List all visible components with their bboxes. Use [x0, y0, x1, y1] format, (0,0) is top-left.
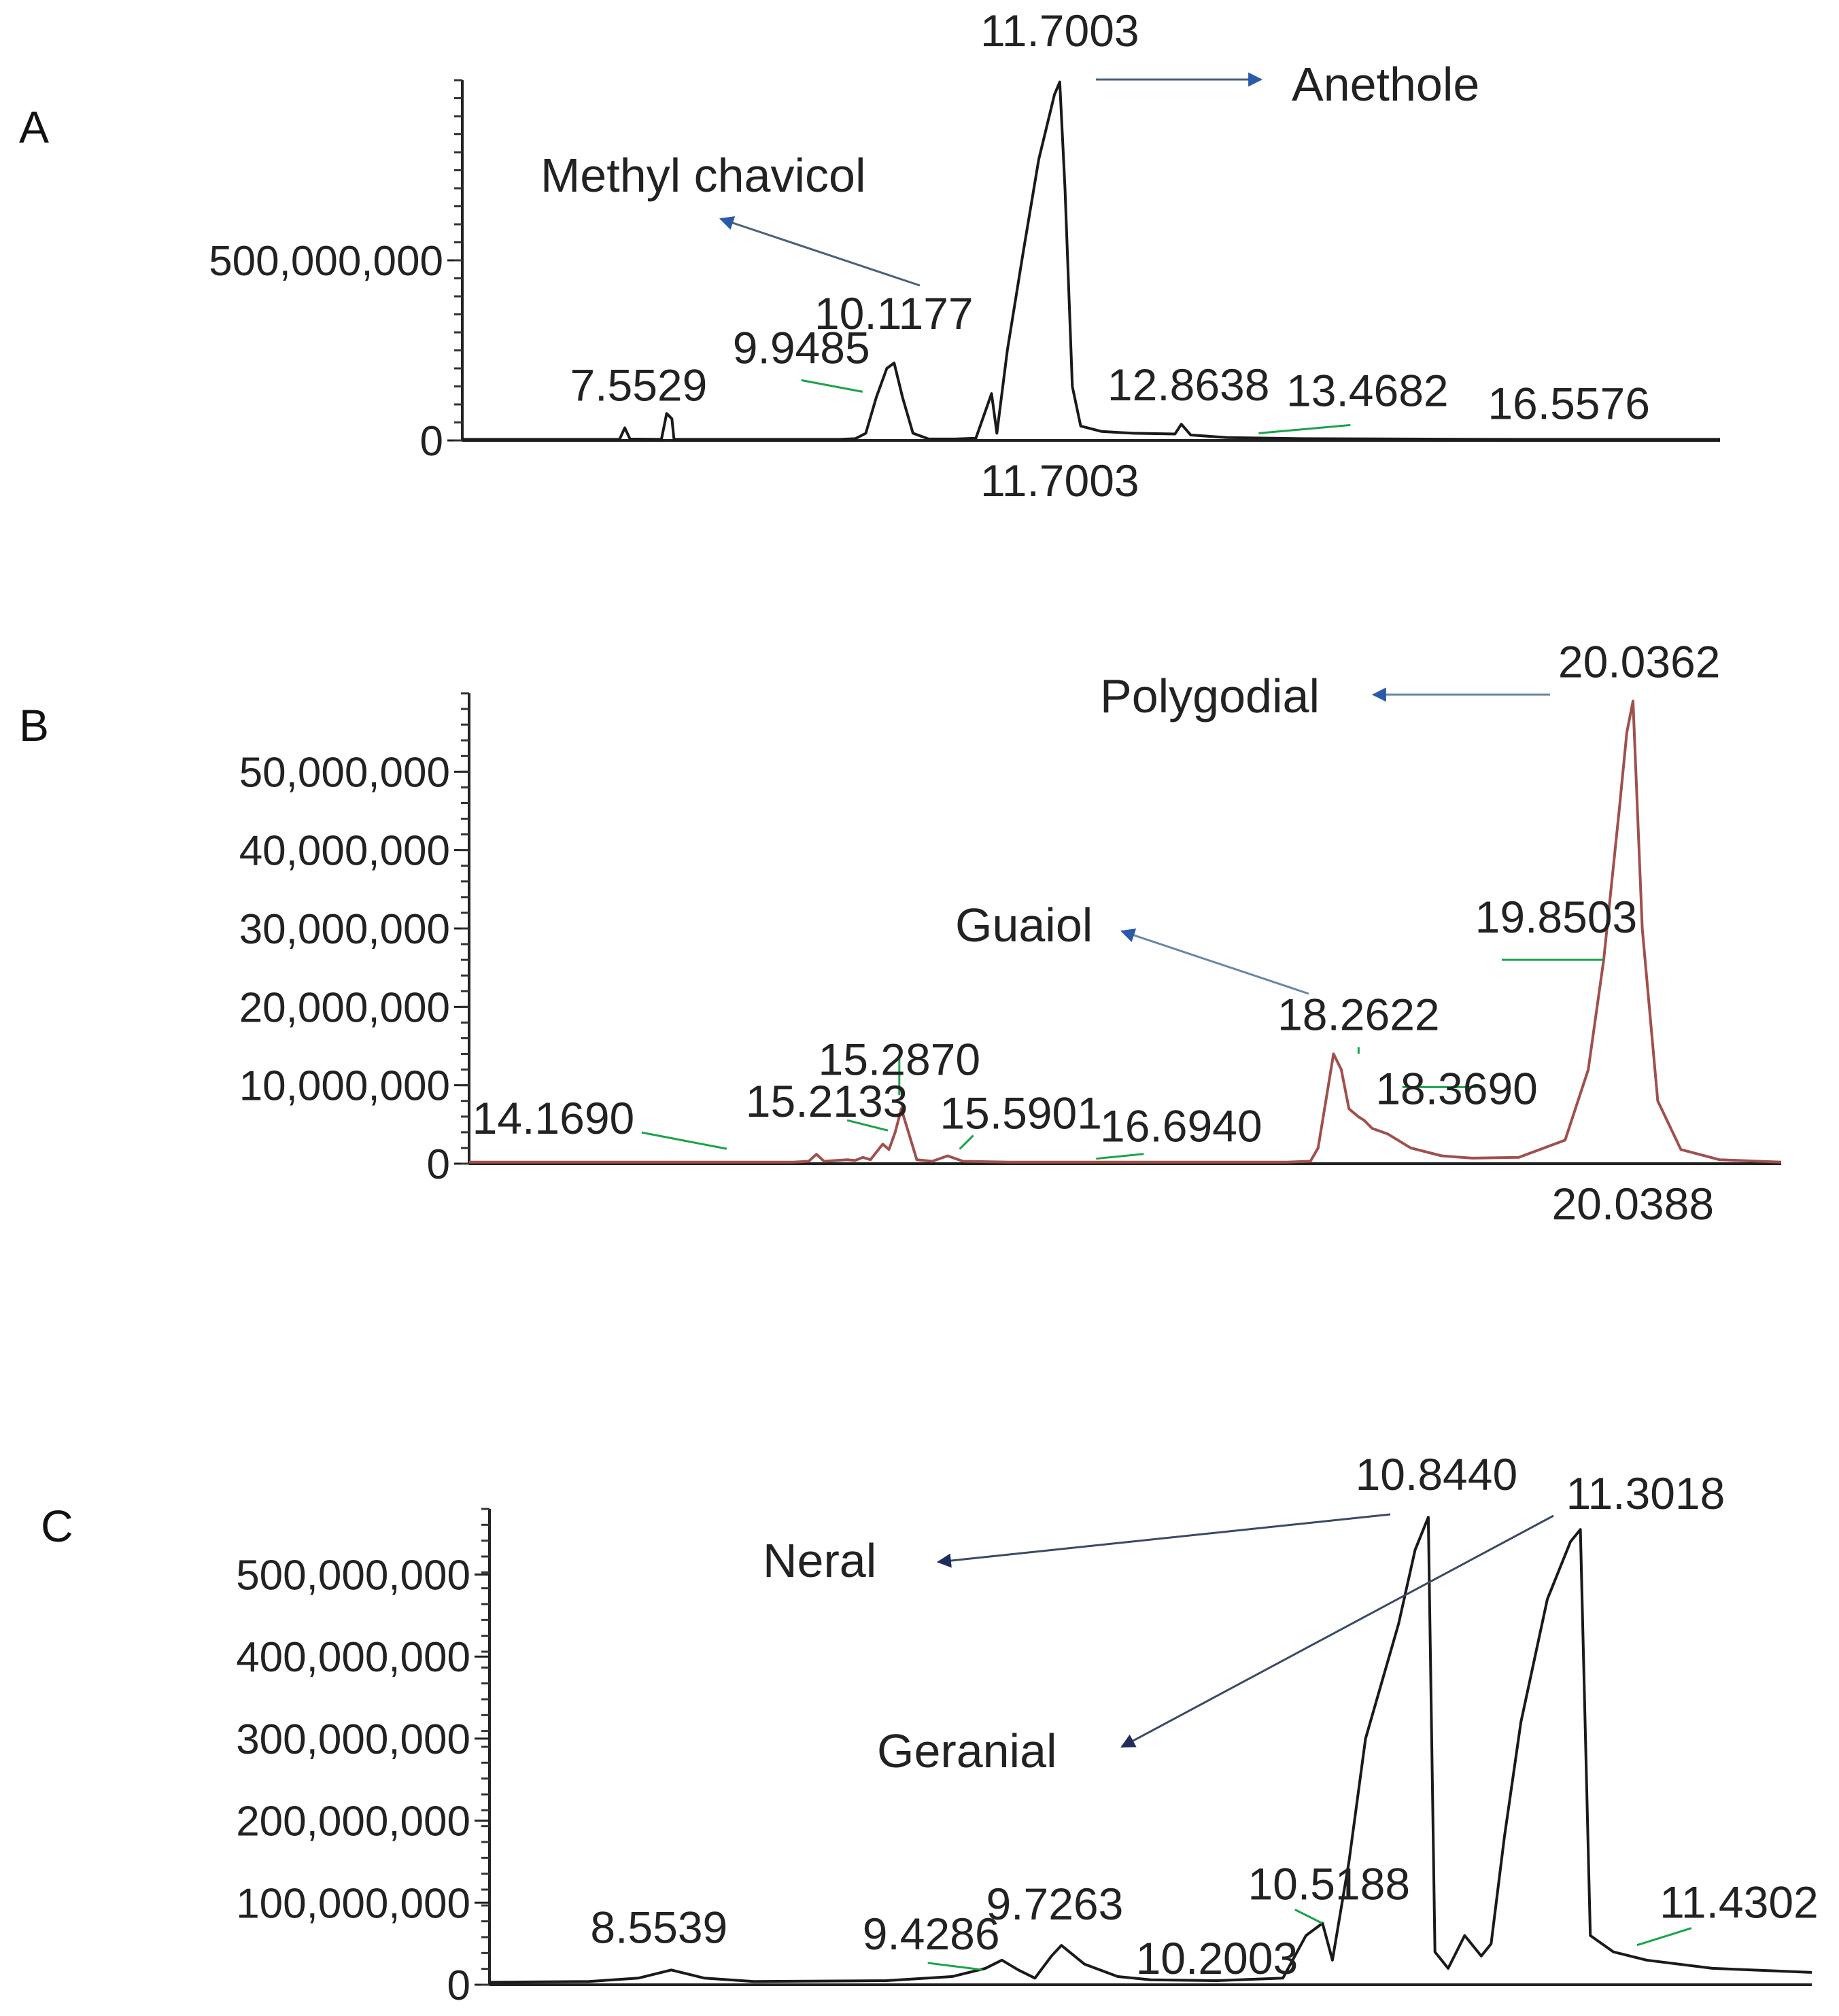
panel-c-y-tick-label: 500,000,000: [236, 1552, 470, 1599]
peak-label: 15.2133: [746, 1076, 908, 1126]
peak-label: 12.8638: [1107, 360, 1270, 410]
panel-b-peak-labels: 20.0362 19.8503 18.2622 18.3690 15.287015.21…: [472, 637, 1721, 1229]
peak-leader-line: [846, 1119, 889, 1132]
panel-b-axes: [461, 692, 1781, 1165]
panel-c-y-tick-label: 0: [447, 1962, 470, 2009]
peak-label: 14.1690: [472, 1093, 635, 1143]
peak-label: 18.2622: [1277, 990, 1440, 1040]
peak-label: 19.8503: [1475, 892, 1638, 942]
peak-label: 15.5901: [940, 1088, 1102, 1138]
peak-label: 11.3018: [1566, 1468, 1725, 1518]
peak-label: 10.1177: [814, 288, 974, 338]
peak-leader-line: [801, 379, 863, 393]
peak-leader-line: [1294, 1909, 1323, 1924]
peak-label: 15.2870: [819, 1034, 981, 1084]
peak-label: 20.0362: [1558, 637, 1721, 687]
panel-b-y-tick-label: 40,000,000: [239, 828, 450, 875]
peak-label: 18.3690: [1375, 1063, 1538, 1113]
peak-leader-line: [959, 1134, 974, 1150]
peak-leader-line: [927, 1962, 982, 1971]
panel-a-trace: [462, 80, 1720, 441]
peak-leader-line: [641, 1131, 727, 1150]
peak-label: 13.4682: [1286, 365, 1449, 415]
peak-label: 10.5188: [1248, 1858, 1410, 1909]
panel-b-trace: [469, 699, 1782, 1164]
panel-c-y-tick-label: 400,000,000: [236, 1634, 470, 1681]
peak-leader-line: [1636, 1927, 1692, 1947]
panel-c-y-tick-label: 200,000,000: [236, 1798, 470, 1845]
polygodial-label: Polygodial: [1100, 670, 1320, 723]
anethole-label: Anethole: [1292, 58, 1479, 111]
panel-a-peak-labels: 11.7003 10.1177 7.5529 9.9485 12.8638 13.4682…: [570, 5, 1649, 506]
panel-c: C 0 100,000,000 200,000,000 300,000,000 400,…: [41, 1449, 1819, 2009]
panel-c-axes: [481, 1508, 1812, 1986]
peak-label: 10.8440: [1356, 1449, 1518, 1499]
panel-b-y-tick-label: 50,000,000: [239, 749, 450, 796]
methyl-chavicol-arrow: [719, 216, 921, 287]
panel-c-y-tick-label: 100,000,000: [236, 1880, 470, 1927]
panel-b-y-ticks: 0 10,000,000 20,000,000 30,000,000 40,000,00…: [239, 749, 469, 1188]
peak-label: 20.0388: [1551, 1179, 1714, 1229]
panel-a: A 0 500,000,000 11.7003 10.1177 7.5529 9.948…: [19, 5, 1720, 506]
panel-b-y-tick-label: 20,000,000: [239, 984, 450, 1031]
peak-label: 16.5576: [1488, 378, 1650, 428]
peak-label: 11.7003: [980, 5, 1139, 56]
geranial-label: Geranial: [877, 1724, 1057, 1777]
peak-label: 9.7263: [986, 1879, 1123, 1929]
peak-label: 7.5529: [570, 360, 707, 410]
peak-leader-line: [1096, 1153, 1144, 1160]
peak-label: 10.2003: [1136, 1933, 1299, 1983]
panel-a-y-tick-label: 500,000,000: [209, 238, 443, 285]
panel-b-label: B: [19, 700, 49, 750]
geranial-arrow: [1120, 1514, 1554, 1748]
panel-b-y-tick-label: 0: [427, 1141, 450, 1188]
panel-b-y-tick-label: 10,000,000: [239, 1063, 450, 1110]
panel-c-peak-labels: 10.8440 11.3018 10.5188 11.4302 8.5539 9.4286…: [590, 1449, 1818, 1983]
panel-c-y-ticks: 0 100,000,000 200,000,000 300,000,000 400,00…: [236, 1552, 489, 2009]
peak-label: 11.4302: [1660, 1877, 1819, 1928]
neral-arrow: [936, 1513, 1391, 1568]
neral-label: Neral: [763, 1534, 876, 1587]
guaiol-label: Guaiol: [955, 899, 1093, 952]
peak-label: 11.7003: [980, 455, 1139, 506]
panel-a-label: A: [19, 102, 49, 152]
panel-c-trace: [489, 1516, 1812, 1984]
panel-c-y-tick-label: 300,000,000: [236, 1716, 470, 1763]
panel-a-y-ticks: 0 500,000,000: [209, 238, 462, 465]
panel-b: B 0 10,000,000 20,000,000 30,000,000 40,000,…: [19, 637, 1782, 1229]
panel-a-y-tick-label: 0: [420, 418, 443, 465]
peak-label: 16.6940: [1100, 1101, 1262, 1151]
peak-label: 8.5539: [590, 1902, 727, 1952]
methyl-chavicol-label: Methyl chavicol: [540, 149, 866, 202]
guaiol-arrow: [1120, 928, 1309, 995]
panel-b-y-tick-label: 30,000,000: [239, 906, 450, 953]
panel-c-label: C: [41, 1501, 73, 1551]
peak-label: 9.4286: [863, 1909, 1000, 1959]
peak-leader-line: [1258, 423, 1351, 434]
peak-label: 9.9485: [733, 322, 870, 372]
